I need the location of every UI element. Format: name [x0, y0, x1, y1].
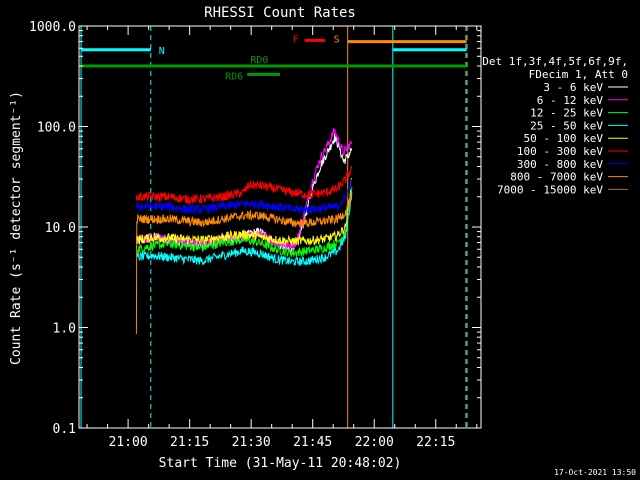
y-tick-label: 100.0	[37, 121, 76, 136]
annotation-label: F	[293, 34, 299, 45]
series-line	[135, 177, 353, 247]
legend-entry-label: 300 - 800 keV	[517, 158, 603, 171]
y-tick-label: 1000.0	[29, 20, 76, 35]
legend-entry-label: 12 - 25 keV	[530, 107, 603, 120]
legend-entry-label: 6 - 12 keV	[537, 94, 604, 107]
y-axis-label: Count Rate (s⁻¹ detector segment⁻¹)	[9, 91, 24, 365]
annotation-label: RD0	[250, 55, 268, 66]
legend-entry-label: 100 - 300 keV	[517, 145, 603, 158]
y-tick-label: 10.0	[45, 221, 76, 236]
x-tick-label: 21:00	[109, 435, 148, 450]
annotation-label: N	[159, 46, 165, 57]
series-line	[135, 194, 353, 335]
x-tick-label: 21:30	[232, 435, 271, 450]
legend-entry-label: 25 - 50 keV	[530, 119, 603, 132]
legend-entry-label: 50 - 100 keV	[524, 132, 604, 145]
y-axis: 0.1 1.0 10.0 100.0 1000.0	[29, 20, 481, 437]
annotations: N RD0 RD6 F S	[81, 34, 467, 82]
y-tick-label: 1.0	[53, 322, 76, 337]
legend-title-line: FDecim 1, Att 0	[529, 68, 628, 81]
x-axis-label: Start Time (31-May-11 20:48:02)	[159, 456, 402, 471]
series-group	[135, 127, 353, 335]
x-tick-label: 21:45	[293, 435, 332, 450]
legend: Det 1f,3f,4f,5f,6f,9f,FDecim 1, Att 03 -…	[482, 55, 628, 196]
x-tick-label: 21:15	[170, 435, 209, 450]
x-tick-label: 22:00	[355, 435, 394, 450]
series-line	[135, 166, 353, 205]
chart-title: RHESSI Count Rates	[204, 5, 356, 21]
series-line	[135, 192, 353, 266]
footer-timestamp: 17-Oct-2021 13:50	[554, 468, 636, 477]
series-line	[135, 179, 353, 215]
annotation-label: RD6	[225, 71, 243, 82]
legend-entry-label: 7000 - 15000 keV	[497, 183, 603, 196]
legend-entry-label: 800 - 7000 keV	[510, 171, 603, 184]
x-tick-label: 22:15	[416, 435, 455, 450]
y-tick-label: 0.1	[53, 422, 76, 437]
legend-entry-label: 3 - 6 keV	[543, 81, 603, 94]
x-axis: 21:00 21:15 21:30 21:45 22:00 22:15	[86, 26, 478, 450]
annotation-label: S	[334, 35, 340, 46]
legend-title-line: Det 1f,3f,4f,5f,6f,9f,	[482, 55, 628, 68]
